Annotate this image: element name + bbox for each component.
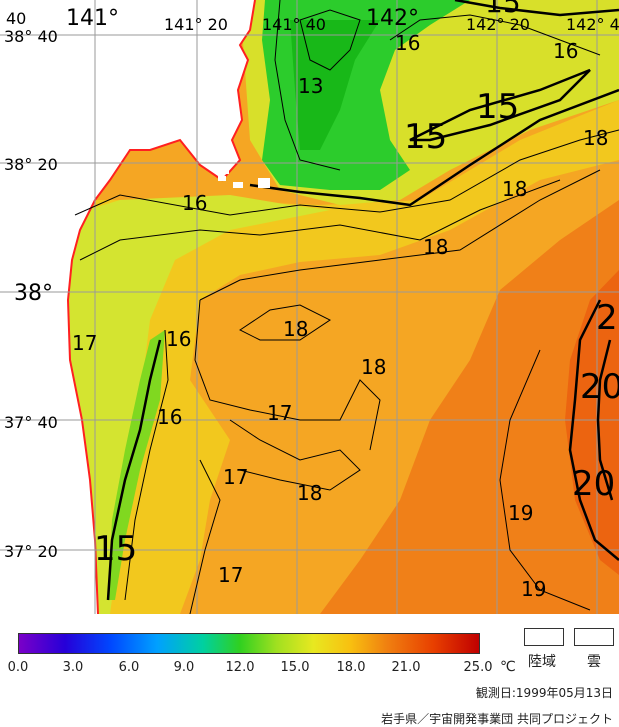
- contour-label: 17: [72, 331, 97, 355]
- scale-tick-label: 12.0: [225, 660, 255, 675]
- scale-tick-label: 6.0: [118, 660, 140, 675]
- scale-tick-label: 9.0: [173, 660, 195, 675]
- observation-date: 観測日:1999年05月13日: [475, 686, 613, 700]
- contour-label: 17: [267, 401, 292, 425]
- ocean-hot-zone: [320, 200, 619, 614]
- contour-label: 18: [361, 355, 386, 379]
- contour-label: 20: [596, 298, 619, 338]
- ocean-cool-zone: [68, 195, 330, 614]
- contour-label: 13: [298, 74, 323, 98]
- longitude-labels: 141° 141° 20 141° 40 142° 142° 20 142° 4: [66, 6, 619, 34]
- credit-text: 岩手県／宇宙開発事業団 共同プロジェクト: [381, 712, 613, 726]
- sea-surface-temperature-map: 141° 141° 20 141° 40 142° 142° 20 142° 4…: [0, 0, 619, 614]
- lat-label-38: 38°: [14, 281, 53, 306]
- lon-label-142: 142°: [366, 6, 419, 31]
- lat-label-37-20: 37° 20: [4, 542, 58, 561]
- scale-tick-label: 18.0: [336, 660, 366, 675]
- cloud-legend-label: 雲: [587, 654, 601, 670]
- contour-label: 15: [94, 529, 137, 569]
- contour-label: 18: [423, 235, 448, 259]
- contour-label: 15: [485, 0, 521, 19]
- contour-label: 18: [283, 317, 308, 341]
- land-legend-label: 陸域: [528, 654, 556, 670]
- scale-tick-label: 3.0: [62, 660, 84, 675]
- cloud-legend-box: [574, 628, 614, 646]
- contour-label: 19: [508, 501, 533, 525]
- ocean-coastal-strip: [108, 330, 165, 600]
- contour-label: 17: [218, 563, 243, 587]
- contour-label: 18: [502, 177, 527, 201]
- contour-label: 19: [521, 577, 546, 601]
- contour-label: 15: [476, 87, 519, 127]
- contour-labels: 15 16 13 15 15 16 16 18 18 18 17 16 18 1…: [72, 0, 619, 601]
- contour-label: 20: [572, 464, 615, 504]
- isotherm-lines: [74, 0, 619, 614]
- scale-tick-label: 15.0: [280, 660, 310, 675]
- temperature-color-scale: [18, 633, 480, 654]
- cloud-patches: [218, 170, 270, 188]
- scale-tick-label: 25.0: [463, 660, 493, 675]
- contour-label: 17: [223, 465, 248, 489]
- scale-tick-label: 0.0: [7, 660, 29, 675]
- contour-label: 18: [583, 126, 608, 150]
- contour-label: 16: [182, 191, 207, 215]
- land-legend-box: [524, 628, 564, 646]
- contour-label: 16: [395, 31, 420, 55]
- latitude-labels: 40 38° 40 38° 20 38° 37° 40 37° 20: [4, 9, 58, 561]
- lon-label-142-20: 142° 20: [466, 15, 530, 34]
- scale-tick-label: 21.0: [391, 660, 421, 675]
- lon-label-141-40: 141° 40: [262, 15, 326, 34]
- lat-label-37-40: 37° 40: [4, 413, 58, 432]
- ocean-coldest-zone: [290, 20, 380, 150]
- contour-label: 16: [157, 405, 182, 429]
- temperature-unit: ℃: [500, 659, 516, 675]
- lon-label-141-20: 141° 20: [164, 15, 228, 34]
- lat-label-38-20: 38° 20: [4, 155, 58, 174]
- contour-label: 20: [580, 367, 619, 407]
- contour-label: 16: [166, 327, 191, 351]
- lon-label-142-4: 142° 4: [566, 15, 619, 34]
- coastline: [66, 0, 256, 614]
- contour-label: 16: [553, 39, 578, 63]
- contour-label: 18: [297, 481, 322, 505]
- lat-label-38-40: 38° 40: [4, 27, 58, 46]
- contour-label: 15: [404, 117, 447, 157]
- lon-label-141: 141°: [66, 6, 119, 31]
- corner-label: 40: [6, 9, 26, 28]
